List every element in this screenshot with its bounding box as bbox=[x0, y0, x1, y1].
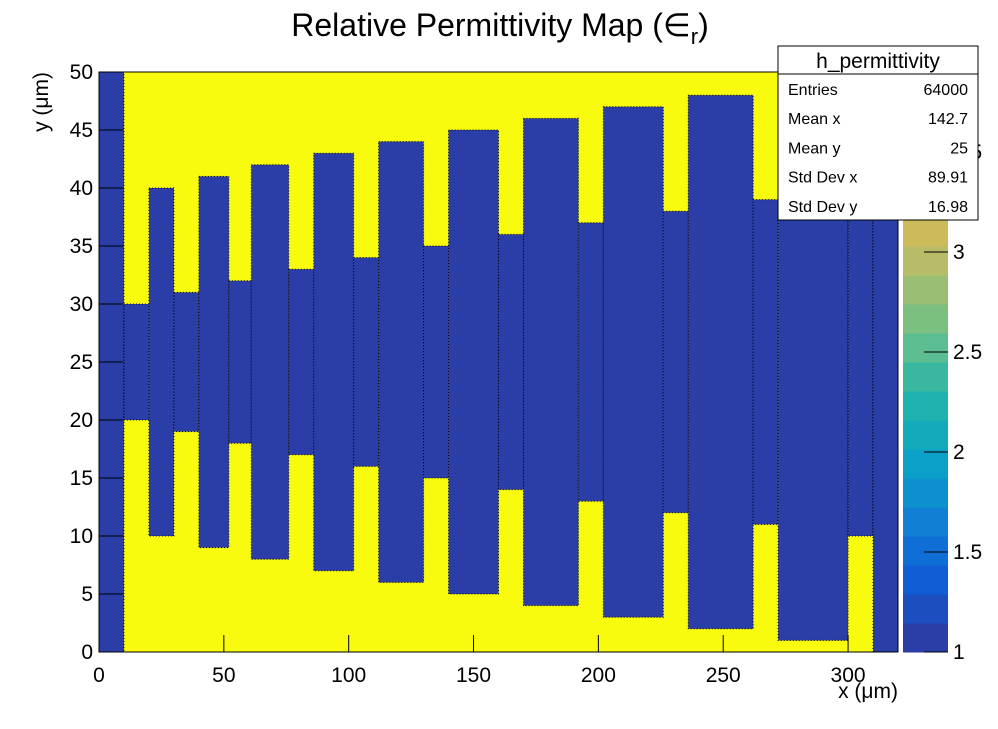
y-tick-label: 20 bbox=[70, 409, 93, 432]
y-axis-label: y (μm) bbox=[30, 72, 53, 132]
z-tick-label: 1 bbox=[953, 641, 965, 664]
title-end: ) bbox=[698, 7, 709, 43]
stats-value: 16.98 bbox=[928, 199, 968, 216]
title-main: Relative Permittivity Map (∈ bbox=[291, 7, 691, 43]
y-tick-label: 0 bbox=[81, 641, 93, 664]
plot-area: 0 50 100 150 200 250 300 0 5 10 15 20 25 30 35 40 45 50 bbox=[70, 61, 899, 687]
stats-label: Mean x bbox=[788, 111, 840, 128]
band-cell bbox=[313, 152, 355, 572]
y-tick-label: 40 bbox=[70, 177, 93, 200]
x-tick-label: 300 bbox=[831, 664, 866, 687]
band-cell bbox=[173, 291, 200, 433]
y-tick-label: 50 bbox=[70, 61, 93, 84]
title-subscript: r bbox=[691, 24, 698, 49]
color-band bbox=[903, 478, 948, 508]
stats-value: 89.91 bbox=[928, 170, 968, 187]
z-tick-label: 2.5 bbox=[953, 341, 982, 364]
stats-value: 64000 bbox=[924, 82, 969, 99]
color-band bbox=[903, 275, 948, 305]
color-band bbox=[903, 623, 948, 653]
stats-label: Std Dev x bbox=[788, 170, 857, 187]
stats-box: h_permittivity Entries 64000 Mean x 142.7 Mea… bbox=[777, 45, 979, 221]
y-tick-label: 45 bbox=[70, 119, 93, 142]
y-tick-label: 5 bbox=[81, 583, 93, 606]
y-tick-label: 10 bbox=[70, 525, 93, 548]
color-band bbox=[903, 420, 948, 450]
band-cell bbox=[148, 187, 175, 537]
stats-frame bbox=[777, 45, 979, 221]
color-band bbox=[903, 217, 948, 247]
color-band bbox=[903, 391, 948, 421]
z-tick-label: 3 bbox=[953, 241, 965, 264]
band-cell bbox=[123, 303, 150, 421]
chart-title: Relative Permittivity Map (∈r) bbox=[291, 7, 709, 49]
color-band bbox=[903, 449, 948, 479]
x-axis-label: x (μm) bbox=[838, 680, 898, 703]
y-tick-label: 30 bbox=[70, 293, 93, 316]
band-cell bbox=[602, 106, 664, 618]
x-tick-label: 150 bbox=[456, 664, 491, 687]
band-cell bbox=[378, 141, 425, 583]
band-cell bbox=[448, 129, 499, 595]
x-tick-label: 0 bbox=[93, 664, 105, 687]
x-tick-label: 200 bbox=[581, 664, 616, 687]
band-cell bbox=[250, 164, 290, 560]
band-cell bbox=[423, 245, 450, 479]
color-band bbox=[903, 536, 948, 566]
band-cell bbox=[228, 280, 252, 444]
z-tick-label: 2 bbox=[953, 441, 965, 464]
color-band bbox=[903, 362, 948, 392]
band-cell bbox=[752, 199, 779, 525]
band-cell bbox=[198, 175, 230, 549]
y-tick-label: 25 bbox=[70, 351, 93, 374]
stats-label: Std Dev y bbox=[788, 199, 857, 216]
stats-title: h_permittivity bbox=[816, 50, 940, 73]
band-cell bbox=[353, 257, 380, 467]
y-tick-label: 15 bbox=[70, 467, 93, 490]
band-cell bbox=[662, 210, 689, 514]
x-tick-label: 50 bbox=[212, 664, 235, 687]
band-cell bbox=[687, 94, 754, 630]
color-band bbox=[903, 594, 948, 624]
color-band bbox=[903, 246, 948, 276]
y-tick-label: 35 bbox=[70, 235, 93, 258]
color-band bbox=[903, 333, 948, 363]
color-band bbox=[903, 304, 948, 334]
band-cell bbox=[522, 117, 579, 607]
x-tick-label: 250 bbox=[706, 664, 741, 687]
band-cell bbox=[498, 233, 524, 491]
stats-value: 142.7 bbox=[928, 111, 968, 128]
stats-label: Entries bbox=[788, 82, 838, 99]
color-band bbox=[903, 565, 948, 595]
stats-label: Mean y bbox=[788, 140, 840, 157]
x-tick-label: 100 bbox=[331, 664, 366, 687]
stats-value: 25 bbox=[950, 140, 968, 157]
band-cell bbox=[288, 268, 315, 456]
z-tick-label: 1.5 bbox=[953, 541, 982, 564]
color-band bbox=[903, 507, 948, 537]
band-cell bbox=[577, 222, 604, 502]
band-cell bbox=[847, 187, 874, 537]
